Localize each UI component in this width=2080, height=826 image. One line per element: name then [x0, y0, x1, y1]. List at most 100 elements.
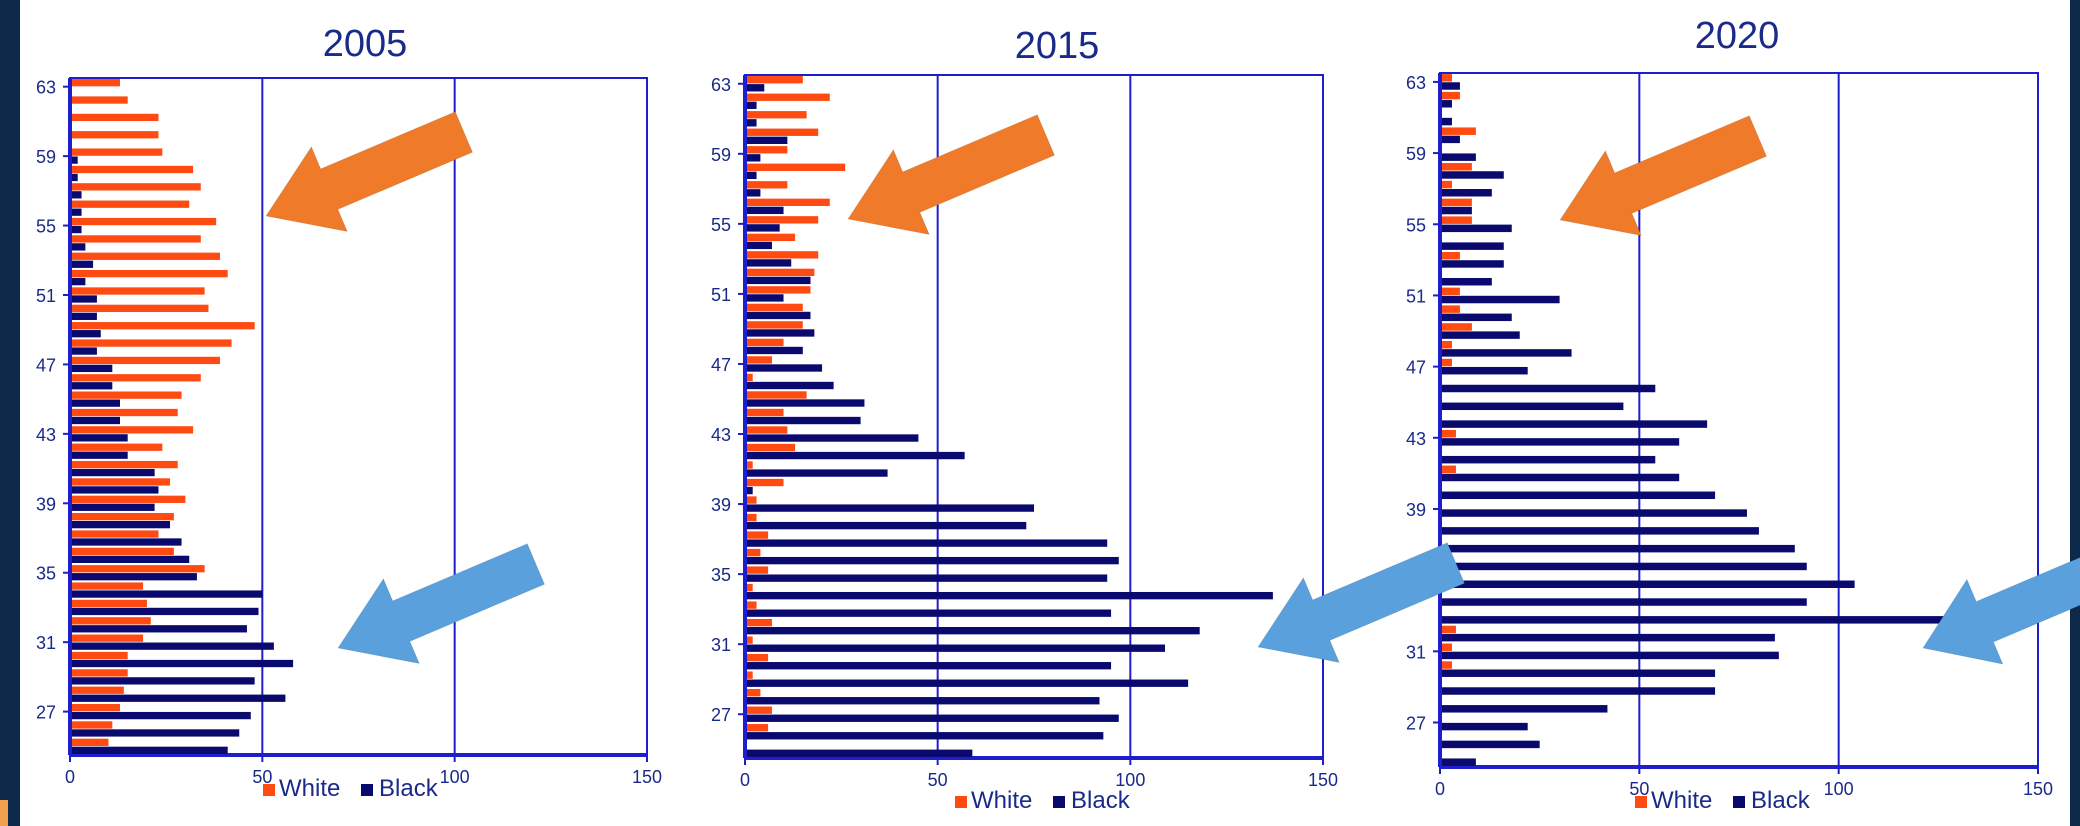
- x-tick-label: 0: [740, 770, 750, 790]
- bar-black-58: [72, 173, 78, 182]
- bar-black-39: [72, 503, 155, 511]
- bar-white-60: [747, 128, 819, 136]
- bar-black-47: [747, 364, 823, 372]
- bar-white-61: [72, 113, 159, 122]
- bar-black-48: [747, 346, 803, 355]
- bar-black-33: [747, 609, 1112, 617]
- bar-white-25: [72, 738, 109, 746]
- bar-white-54: [747, 233, 796, 242]
- bar-white-57: [72, 183, 201, 191]
- bar-white-38: [747, 513, 757, 522]
- bar-white-30: [747, 653, 769, 662]
- bar-white-37: [747, 531, 769, 539]
- bar-black-34: [1442, 598, 1807, 606]
- bar-black-38: [1442, 527, 1759, 535]
- bar-black-25: [747, 749, 973, 757]
- bar-white-30: [72, 651, 128, 660]
- bar-black-29: [72, 677, 255, 685]
- bar-white-35: [747, 566, 769, 574]
- bar-white-62: [1442, 91, 1460, 100]
- y-tick-label: 47: [1406, 358, 1426, 378]
- bar-white-62: [72, 96, 128, 104]
- bar-white-51: [72, 287, 205, 295]
- y-tick-label: 59: [1406, 144, 1426, 164]
- bar-white-47: [1442, 358, 1452, 367]
- y-tick-label: 63: [36, 78, 56, 98]
- bar-black-61: [1442, 117, 1452, 126]
- bar-black-53: [1442, 260, 1504, 268]
- bar-black-41: [1442, 473, 1680, 482]
- chart-title: 2005: [323, 23, 408, 65]
- bar-white-55: [1442, 216, 1472, 224]
- legend-swatch-black: [361, 784, 373, 796]
- bar-black-39: [1442, 509, 1747, 517]
- legend-swatch-white: [1635, 796, 1647, 808]
- bar-white-40: [747, 478, 784, 487]
- bar-white-33: [747, 601, 757, 609]
- bar-black-55: [1442, 224, 1512, 233]
- bar-black-56: [747, 206, 784, 215]
- bar-white-50: [1442, 305, 1460, 313]
- y-tick-label: 27: [1406, 714, 1426, 734]
- bar-black-43: [747, 434, 919, 442]
- bar-white-48: [1442, 340, 1452, 349]
- bar-white-27: [72, 703, 121, 712]
- bar-black-40: [72, 486, 159, 494]
- bar-black-32: [747, 627, 1200, 635]
- bar-white-57: [747, 181, 788, 189]
- bar-black-32: [1442, 633, 1775, 642]
- bar-black-28: [72, 694, 286, 702]
- legend-swatch-black: [1733, 796, 1745, 808]
- bar-black-27: [1442, 722, 1528, 731]
- bar-black-31: [747, 644, 1166, 652]
- bar-white-45: [747, 391, 807, 399]
- bar-white-63: [72, 79, 121, 87]
- x-tick-label: 0: [65, 767, 75, 787]
- bar-black-35: [747, 574, 1108, 582]
- bar-black-36: [747, 556, 1119, 565]
- bar-black-27: [72, 711, 251, 720]
- legend-label-white: White: [279, 775, 340, 802]
- bar-black-35: [72, 573, 197, 581]
- bar-white-60: [1442, 127, 1476, 135]
- bar-black-34: [72, 590, 263, 598]
- bar-black-47: [72, 364, 113, 373]
- y-tick-label: 39: [1406, 500, 1426, 520]
- bar-white-56: [1442, 198, 1472, 207]
- bar-black-28: [1442, 705, 1608, 713]
- arrow-left-down-blue-icon: [1922, 556, 2080, 665]
- bar-black-32: [72, 625, 247, 633]
- x-tick-label: 100: [440, 767, 470, 787]
- x-tick-label: 150: [632, 767, 662, 787]
- y-tick-label: 31: [36, 633, 56, 653]
- bar-black-51: [747, 294, 784, 302]
- chart-title: 2020: [1695, 15, 1780, 57]
- arrow-left-down-orange-icon: [847, 114, 1056, 236]
- bar-white-39: [747, 496, 757, 504]
- bar-black-43: [1442, 438, 1680, 446]
- bar-black-51: [72, 295, 97, 303]
- bar-black-50: [1442, 313, 1512, 322]
- bar-black-34: [747, 591, 1273, 600]
- bar-white-43: [72, 426, 194, 434]
- bar-black-49: [747, 329, 815, 337]
- bar-black-63: [1442, 82, 1460, 90]
- bar-white-61: [747, 111, 807, 119]
- bar-white-48: [72, 339, 232, 347]
- bar-white-58: [72, 165, 194, 174]
- chart-2020: 635955514743393531270501001502020WhiteBl…: [1406, 15, 2053, 814]
- y-tick-label: 39: [711, 495, 731, 515]
- bar-white-59: [747, 146, 788, 154]
- bar-black-29: [747, 679, 1189, 687]
- y-tick-label: 63: [711, 75, 731, 95]
- bar-black-52: [1442, 277, 1492, 286]
- chart-title: 2015: [1015, 25, 1100, 67]
- bar-black-30: [747, 662, 1112, 670]
- arrow-left-down-orange-icon: [265, 111, 474, 233]
- bar-black-58: [1442, 171, 1504, 179]
- bar-black-46: [747, 381, 834, 390]
- bar-white-31: [1442, 643, 1452, 651]
- bar-white-36: [72, 547, 174, 556]
- bar-black-57: [747, 189, 761, 197]
- y-tick-label: 43: [1406, 429, 1426, 449]
